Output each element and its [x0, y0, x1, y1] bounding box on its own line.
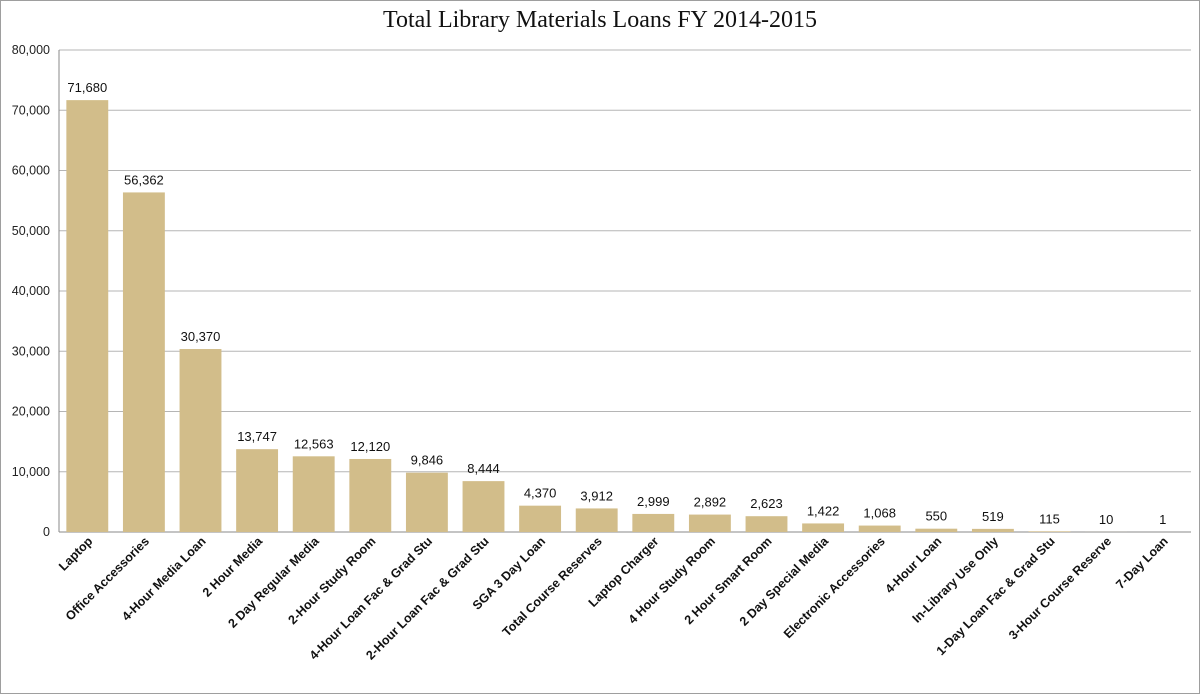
data-label: 9,846 [411, 453, 444, 468]
bar [236, 449, 279, 532]
x-tick-label: 3-Hour Course Reserve [1006, 534, 1114, 642]
bar [632, 513, 675, 532]
data-label: 56,362 [124, 172, 164, 187]
x-tick-label: 2 Day Regular Media [225, 533, 322, 630]
bar [462, 481, 505, 532]
data-label: 13,747 [237, 429, 277, 444]
data-label: 10 [1099, 512, 1113, 527]
y-tick-label: 80,000 [12, 43, 50, 57]
data-label: 1,068 [863, 506, 896, 521]
bar [575, 508, 618, 532]
bar [688, 514, 731, 532]
data-label: 30,370 [181, 329, 221, 344]
data-label: 12,120 [350, 439, 390, 454]
bar [915, 528, 958, 532]
x-tick-label: Laptop [56, 534, 96, 574]
data-label: 2,999 [637, 494, 670, 509]
bar [858, 525, 901, 532]
data-label: 8,444 [467, 461, 500, 476]
x-tick-label: Electronic Accessories [781, 534, 888, 641]
x-tick-label: 2-Hour Loan Fac & Grad Stu [363, 534, 491, 662]
bar [1028, 531, 1071, 532]
bar [405, 472, 448, 532]
y-tick-label: 0 [43, 525, 50, 539]
data-label: 4,370 [524, 486, 557, 501]
data-label: 115 [1039, 511, 1060, 526]
x-tick-label: 7-Day Loan [1113, 534, 1171, 592]
data-label: 1 [1159, 512, 1166, 527]
y-tick-label: 20,000 [12, 405, 50, 419]
data-label: 3,912 [580, 488, 613, 503]
y-tick-label: 40,000 [12, 284, 50, 298]
x-tick-label: 1-Day Loan Fac & Grad Stu [934, 534, 1058, 658]
data-label: 2,892 [694, 495, 727, 510]
data-label: 1,422 [807, 503, 840, 518]
bar [179, 349, 222, 532]
data-label: 550 [925, 509, 947, 524]
data-label: 519 [982, 509, 1004, 524]
x-tick-label: 4-Hour Loan [882, 534, 944, 596]
y-tick-label: 50,000 [12, 224, 50, 238]
bar [122, 192, 165, 532]
bar [519, 505, 562, 532]
data-label: 12,563 [294, 436, 334, 451]
data-label: 71,680 [67, 80, 107, 95]
bar [292, 456, 335, 532]
bar [66, 100, 109, 533]
x-tick-label: Total Course Reserves [500, 534, 605, 639]
bar [802, 523, 845, 532]
y-tick-label: 10,000 [12, 465, 50, 479]
bar [971, 528, 1014, 532]
bar [349, 458, 392, 532]
y-tick-label: 60,000 [12, 164, 50, 178]
y-tick-label: 70,000 [12, 103, 50, 117]
bar [745, 516, 788, 532]
x-tick-label: 4-Hour Loan Fac & Grad Stu [307, 534, 435, 662]
y-tick-label: 30,000 [12, 344, 50, 358]
chart-title: Total Library Materials Loans FY 2014-20… [382, 7, 817, 33]
data-label: 2,623 [750, 496, 783, 511]
